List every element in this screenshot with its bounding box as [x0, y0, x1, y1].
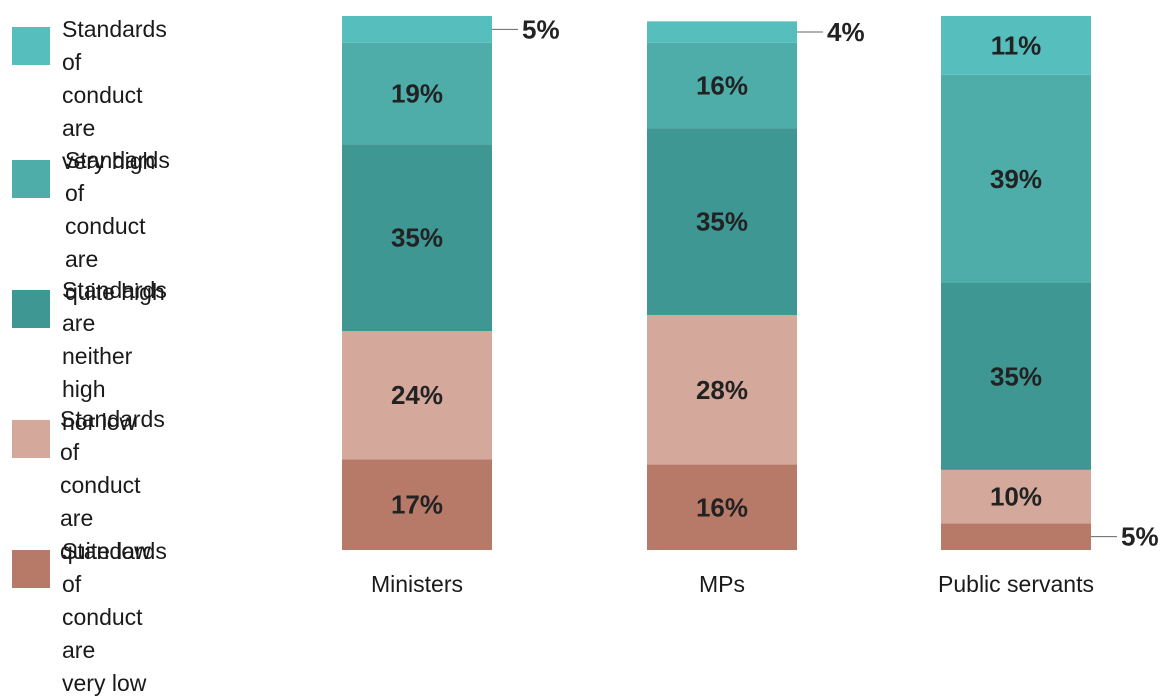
- category-label-public-servants: Public servants: [938, 571, 1094, 597]
- bar-mps-standards-of-conduct-are-very-high-label: 4%: [827, 17, 865, 47]
- category-label-ministers: Ministers: [371, 571, 463, 597]
- legend-label-quite-high: Standards of conduct are quite high: [65, 147, 170, 305]
- bar-mps-standards-of-conduct-are-quite-high: [647, 42, 797, 129]
- stacked-bar-chart: 17% 24% 35% 19% 5% Ministers 16% 28% 35% 16% 4% MPs…: [342, 14, 1159, 597]
- bar-public-servants-standards-of-conduct-are-very-low-label: 5%: [1121, 522, 1159, 552]
- bar-public-servants-standards-are-neither-high-nor-low-label: 35%: [990, 361, 1042, 391]
- bar-ministers-standards-of-conduct-are-quite-low: [342, 331, 492, 460]
- bar-mps-standards-of-conduct-are-quite-low-label: 28%: [696, 375, 748, 405]
- bar-ministers-standards-are-neither-high-nor-low-label: 35%: [391, 223, 443, 253]
- bar-public-servants-standards-of-conduct-are-quite-high: [941, 74, 1091, 284]
- legend-swatch-neither: [12, 290, 50, 328]
- bar-mps-standards-are-neither-high-nor-low-label: 35%: [696, 207, 748, 237]
- bar-public-servants-standards-of-conduct-are-very-low: [941, 523, 1091, 550]
- bar-ministers-standards-are-neither-high-nor-low: [342, 144, 492, 332]
- category-label-mps: MPs: [699, 571, 745, 597]
- bar-ministers-standards-of-conduct-are-very-low: [342, 459, 492, 550]
- bar-mps-standards-of-conduct-are-very-high: [647, 21, 797, 43]
- legend-swatch-quite-high: [12, 160, 50, 198]
- bar-ministers-standards-of-conduct-are-quite-low-label: 24%: [391, 380, 443, 410]
- bar-ministers-standards-of-conduct-are-very-low-label: 17%: [391, 490, 443, 520]
- bar-ministers-standards-of-conduct-are-quite-high-label: 19%: [391, 78, 443, 108]
- legend-swatch-quite-low: [12, 420, 50, 458]
- bar-ministers-standards-of-conduct-are-very-high: [342, 16, 492, 43]
- bar-public-servants-standards-of-conduct-are-quite-low-label: 10%: [990, 482, 1042, 512]
- bar-ministers-standards-of-conduct-are-quite-high: [342, 42, 492, 145]
- bar-mps-standards-of-conduct-are-very-low-label: 16%: [696, 492, 748, 522]
- bar-mps-standards-are-neither-high-nor-low: [647, 128, 797, 316]
- legend-label-neither: Standards are neither high nor low: [62, 277, 167, 435]
- bar-public-servants-standards-of-conduct-are-quite-high-label: 39%: [990, 164, 1042, 194]
- chart-legend: Standards of conduct are very high Stand…: [0, 0, 300, 696]
- bar-public-servants-standards-of-conduct-are-very-high-label: 11%: [991, 30, 1042, 60]
- legend-label-quite-low: Standards of conduct are quite low: [60, 406, 165, 564]
- bar-mps-standards-of-conduct-are-quite-high-label: 16%: [696, 70, 748, 100]
- bar-public-servants-standards-of-conduct-are-very-high: [941, 16, 1091, 75]
- bar-public-servants-standards-of-conduct-are-quite-low: [941, 469, 1091, 524]
- bar-mps-standards-of-conduct-are-quite-low: [647, 315, 797, 465]
- legend-label-very-high: Standards of conduct are very high: [62, 16, 167, 174]
- bar-public-servants-standards-are-neither-high-nor-low: [941, 283, 1091, 470]
- legend-swatch-very-high: [12, 27, 50, 65]
- bar-ministers-standards-of-conduct-are-very-high-label: 5%: [522, 14, 560, 44]
- legend-swatch-very-low: [12, 550, 50, 588]
- bar-mps-standards-of-conduct-are-very-low: [647, 464, 797, 550]
